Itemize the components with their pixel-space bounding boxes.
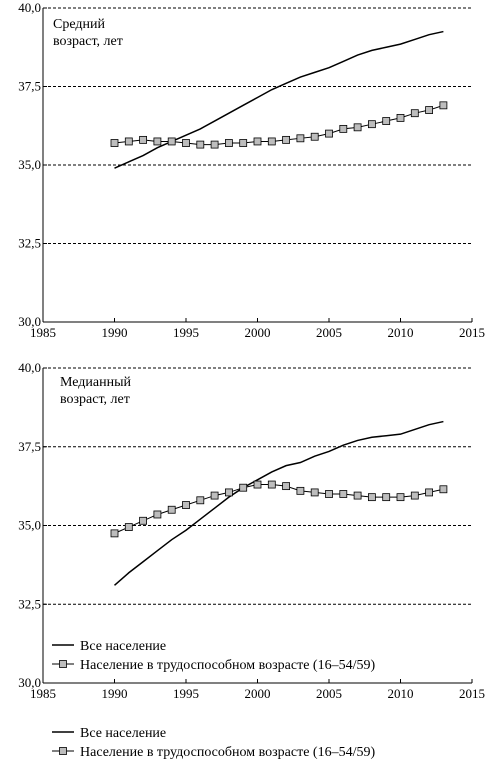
x-tick-label: 2015 — [459, 325, 485, 340]
series-line-all-population — [114, 420, 444, 586]
data-point — [196, 140, 205, 149]
data-point — [239, 139, 248, 147]
y-tick-label: 40,0 — [18, 360, 41, 375]
legend-item-working-age: Население в трудоспособном возрасте (16–… — [52, 658, 375, 673]
y-tick-label: 32,5 — [18, 236, 41, 251]
data-point — [210, 140, 219, 149]
data-point — [339, 124, 348, 133]
data-point — [182, 501, 190, 509]
data-point — [139, 516, 148, 525]
data-point — [425, 106, 434, 114]
data-point — [396, 114, 405, 122]
x-tick-label: 2000 — [245, 686, 271, 701]
data-point — [224, 139, 233, 147]
data-point — [325, 490, 333, 498]
y-tick-label: 37,5 — [18, 79, 41, 94]
chart-caption: Медианный возраст, лет — [60, 375, 132, 407]
x-tick-label: 1995 — [173, 325, 199, 340]
y-tick-label: 30,0 — [18, 314, 41, 329]
data-point — [425, 488, 434, 497]
chart-caption: Средний возраст, лет — [53, 17, 123, 49]
data-point — [167, 137, 176, 146]
x-tick-label: 2010 — [388, 325, 414, 340]
x-tick-label: 1985 — [30, 686, 56, 701]
x-tick-label: 2010 — [388, 686, 414, 701]
chart-caption-line: Медианный — [60, 375, 132, 390]
x-tick-label: 2005 — [316, 325, 342, 340]
data-point — [124, 523, 133, 531]
x-tick-label: 1995 — [173, 686, 199, 701]
y-tick-label: 35,0 — [18, 157, 41, 172]
x-tick-label: 2015 — [459, 686, 485, 701]
chart-mean-age: 30,0 32,5 35,0 37,5 40,0 1985 1990 1995 2000 2005… — [18, 0, 485, 340]
data-point — [253, 480, 262, 489]
data-point — [410, 109, 419, 118]
data-point — [239, 483, 248, 492]
data-point — [282, 135, 291, 144]
data-point — [339, 490, 348, 498]
chart-caption-line: возраст, лет — [53, 34, 123, 49]
data-point — [196, 496, 205, 505]
data-point — [267, 480, 276, 489]
x-tick-label: 2000 — [245, 325, 271, 340]
data-point — [367, 120, 376, 129]
data-point — [310, 132, 319, 141]
data-point — [310, 488, 319, 497]
data-point — [439, 101, 448, 110]
series-line-all-population — [114, 30, 444, 169]
y-tick-label: 35,0 — [18, 518, 41, 533]
data-point — [367, 493, 376, 502]
legend-label: Все население — [80, 639, 166, 654]
y-tick-label: 40,0 — [18, 0, 41, 15]
data-point — [167, 505, 176, 514]
legend-label: Все население — [80, 726, 166, 741]
data-point — [124, 137, 133, 146]
series-line-working-age — [114, 104, 444, 146]
x-tick-label: 1990 — [102, 325, 128, 340]
data-point — [267, 137, 276, 146]
data-point — [210, 491, 219, 500]
data-point — [296, 486, 305, 495]
chart-caption-line: возраст, лет — [60, 392, 130, 407]
bottom-legend-item-all-population: Все население — [52, 726, 166, 741]
data-point — [182, 139, 190, 147]
legend-label: Население в трудоспособном возрасте (16–… — [80, 745, 375, 760]
data-point — [224, 488, 233, 497]
legend-marker — [59, 747, 67, 755]
data-point — [139, 135, 148, 144]
data-point — [396, 493, 405, 502]
data-point — [110, 139, 119, 147]
legend-item-all-population: Все население — [52, 639, 166, 654]
chart-median-age: 30,0 32,5 35,0 37,5 40,0 1985 1990 1995 2000 2005… — [18, 360, 485, 701]
data-point — [253, 137, 262, 146]
bottom-legend-item-working-age: Население в трудоспособном возрасте (16–… — [52, 745, 375, 760]
y-tick-label: 37,5 — [18, 439, 41, 454]
legend-label: Население в трудоспособном возрасте (16–… — [80, 658, 375, 673]
data-point — [110, 529, 119, 538]
data-point — [296, 134, 305, 143]
chart-caption-line: Средний — [53, 17, 105, 32]
y-tick-label: 30,0 — [18, 675, 41, 690]
series-line-working-age — [114, 484, 444, 534]
data-point — [382, 493, 391, 502]
data-point — [382, 117, 391, 125]
y-tick-label: 32,5 — [18, 596, 41, 611]
data-point — [410, 491, 419, 500]
data-point — [153, 510, 162, 519]
data-point — [353, 491, 362, 500]
x-tick-label: 1990 — [102, 686, 128, 701]
x-tick-label: 2005 — [316, 686, 342, 701]
legend-marker — [59, 660, 67, 668]
data-point — [153, 137, 162, 146]
data-point — [439, 485, 448, 494]
x-tick-label: 1985 — [30, 325, 56, 340]
data-point — [325, 129, 333, 138]
data-point — [353, 123, 362, 132]
bottom-legend: Все население Население в трудоспособном … — [52, 726, 375, 760]
data-point — [282, 482, 291, 491]
